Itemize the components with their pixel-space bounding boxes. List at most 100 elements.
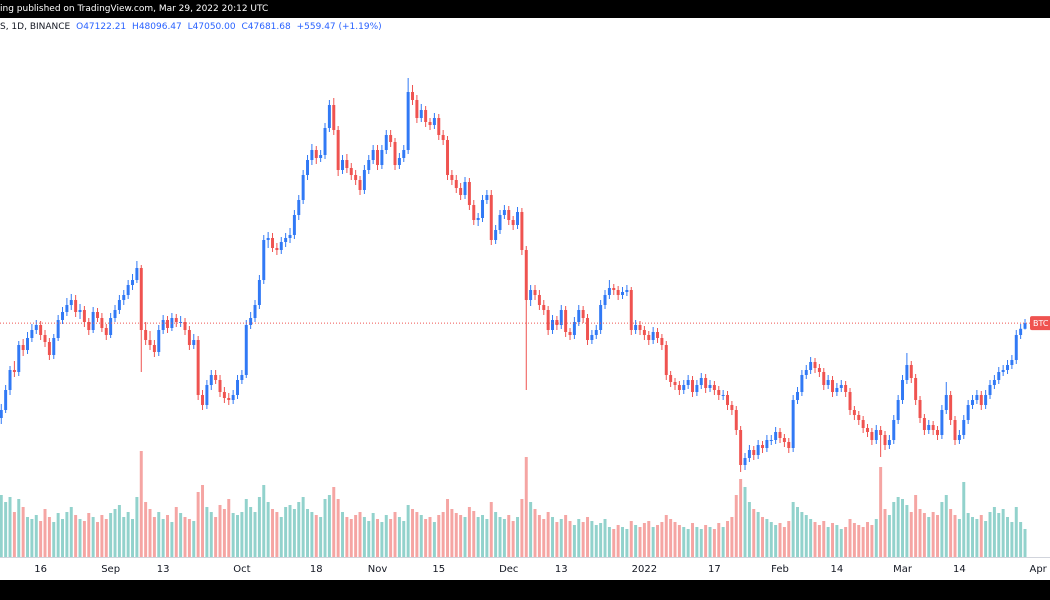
candle-body <box>349 168 353 175</box>
candle-body <box>761 445 765 448</box>
volume-bar <box>0 495 3 557</box>
candle-body <box>660 338 664 345</box>
volume-bar <box>997 513 1001 557</box>
candle-body <box>100 318 104 328</box>
volume-bar <box>104 519 108 557</box>
volume-bar <box>796 507 800 557</box>
volume-bar <box>209 512 213 557</box>
volume-bar <box>494 512 498 557</box>
candle-body <box>691 380 695 392</box>
volume-bar <box>135 497 139 557</box>
volume-bar <box>599 523 603 557</box>
candle-body <box>314 150 318 158</box>
candle-body <box>56 320 60 338</box>
candle-body <box>494 230 498 240</box>
volume-bar <box>892 502 896 557</box>
volume-bar <box>879 467 883 557</box>
volume-bar <box>866 522 870 557</box>
candle-body <box>852 410 856 415</box>
volume-bar <box>909 512 913 557</box>
volume-bar <box>275 512 279 557</box>
volume-bar <box>691 523 695 557</box>
candle-body <box>883 435 887 445</box>
candle-body <box>183 322 187 330</box>
volume-bar <box>927 517 931 557</box>
x-tick-label: Oct <box>233 564 250 575</box>
candle-body <box>752 450 756 455</box>
volume-bar <box>537 515 541 557</box>
candle-body <box>625 290 629 292</box>
candle-body <box>984 395 988 405</box>
publish-bar: ing published on TradingView.com, Mar 29… <box>0 0 1050 18</box>
x-tick-label: Sep <box>101 564 120 575</box>
volume-bar <box>677 525 681 557</box>
volume-bar <box>284 507 288 557</box>
candle-body <box>279 242 283 250</box>
candle-body <box>800 375 804 392</box>
volume-bar <box>612 529 616 557</box>
volume-bar <box>424 519 428 557</box>
volume-bar <box>1010 522 1014 557</box>
volume-bar <box>341 512 345 557</box>
candle-body <box>47 342 51 355</box>
volume-bar <box>69 507 73 557</box>
volume-bar <box>39 521 43 557</box>
candle-body <box>975 395 979 400</box>
candle-body <box>446 140 450 175</box>
candle-body <box>1019 328 1023 335</box>
last-price-badge <box>1030 316 1050 331</box>
volume-bar <box>931 512 935 557</box>
volume-bar <box>800 512 804 557</box>
volume-bar <box>629 521 633 557</box>
candle-body <box>437 118 441 135</box>
volume-bar <box>179 513 183 557</box>
candle-body <box>61 312 65 320</box>
volume-bar <box>126 512 130 557</box>
candle-body <box>957 435 961 440</box>
volume-bar <box>905 505 909 557</box>
volume-bar <box>975 519 979 557</box>
volume-bar <box>979 515 983 557</box>
candle-body <box>572 322 576 335</box>
candle-body <box>979 395 983 405</box>
candle-body <box>612 288 616 290</box>
volume-bar <box>271 509 275 557</box>
candle-body <box>953 420 957 440</box>
candle-body <box>380 150 384 165</box>
volume-bar <box>896 497 900 557</box>
volume-bar <box>82 521 86 557</box>
candle-body <box>397 158 401 165</box>
candle-body <box>870 432 874 440</box>
volume-bar <box>376 519 380 557</box>
volume-bar <box>887 515 891 557</box>
volume-bar <box>944 495 948 557</box>
volume-bar <box>91 517 95 557</box>
candle-body <box>887 440 891 445</box>
volume-bar <box>804 515 808 557</box>
candle-body <box>406 92 410 150</box>
candle-body <box>721 395 725 396</box>
volume-bar <box>161 519 165 557</box>
x-tick-label: 13 <box>555 564 568 575</box>
volume-bar <box>730 517 734 557</box>
candle-body <box>520 212 524 250</box>
volume-bar <box>345 517 349 557</box>
candle-body <box>1006 365 1010 370</box>
x-tick-label: 16 <box>34 564 47 575</box>
volume-bar <box>826 527 830 557</box>
candle-body <box>647 335 651 340</box>
volume-bar <box>476 517 480 557</box>
candle-body <box>441 135 445 140</box>
volume-bar <box>218 505 222 557</box>
candle-body <box>607 288 611 295</box>
volume-bar <box>100 515 104 557</box>
volume-bar <box>301 497 305 557</box>
candle-body <box>485 195 489 200</box>
candle-body <box>931 425 935 430</box>
volume-bar <box>992 507 996 557</box>
volume-bar <box>782 527 786 557</box>
candle-body <box>848 392 852 410</box>
volume-bar <box>651 527 655 557</box>
candle-body <box>393 142 397 165</box>
candle-body <box>1001 370 1005 372</box>
